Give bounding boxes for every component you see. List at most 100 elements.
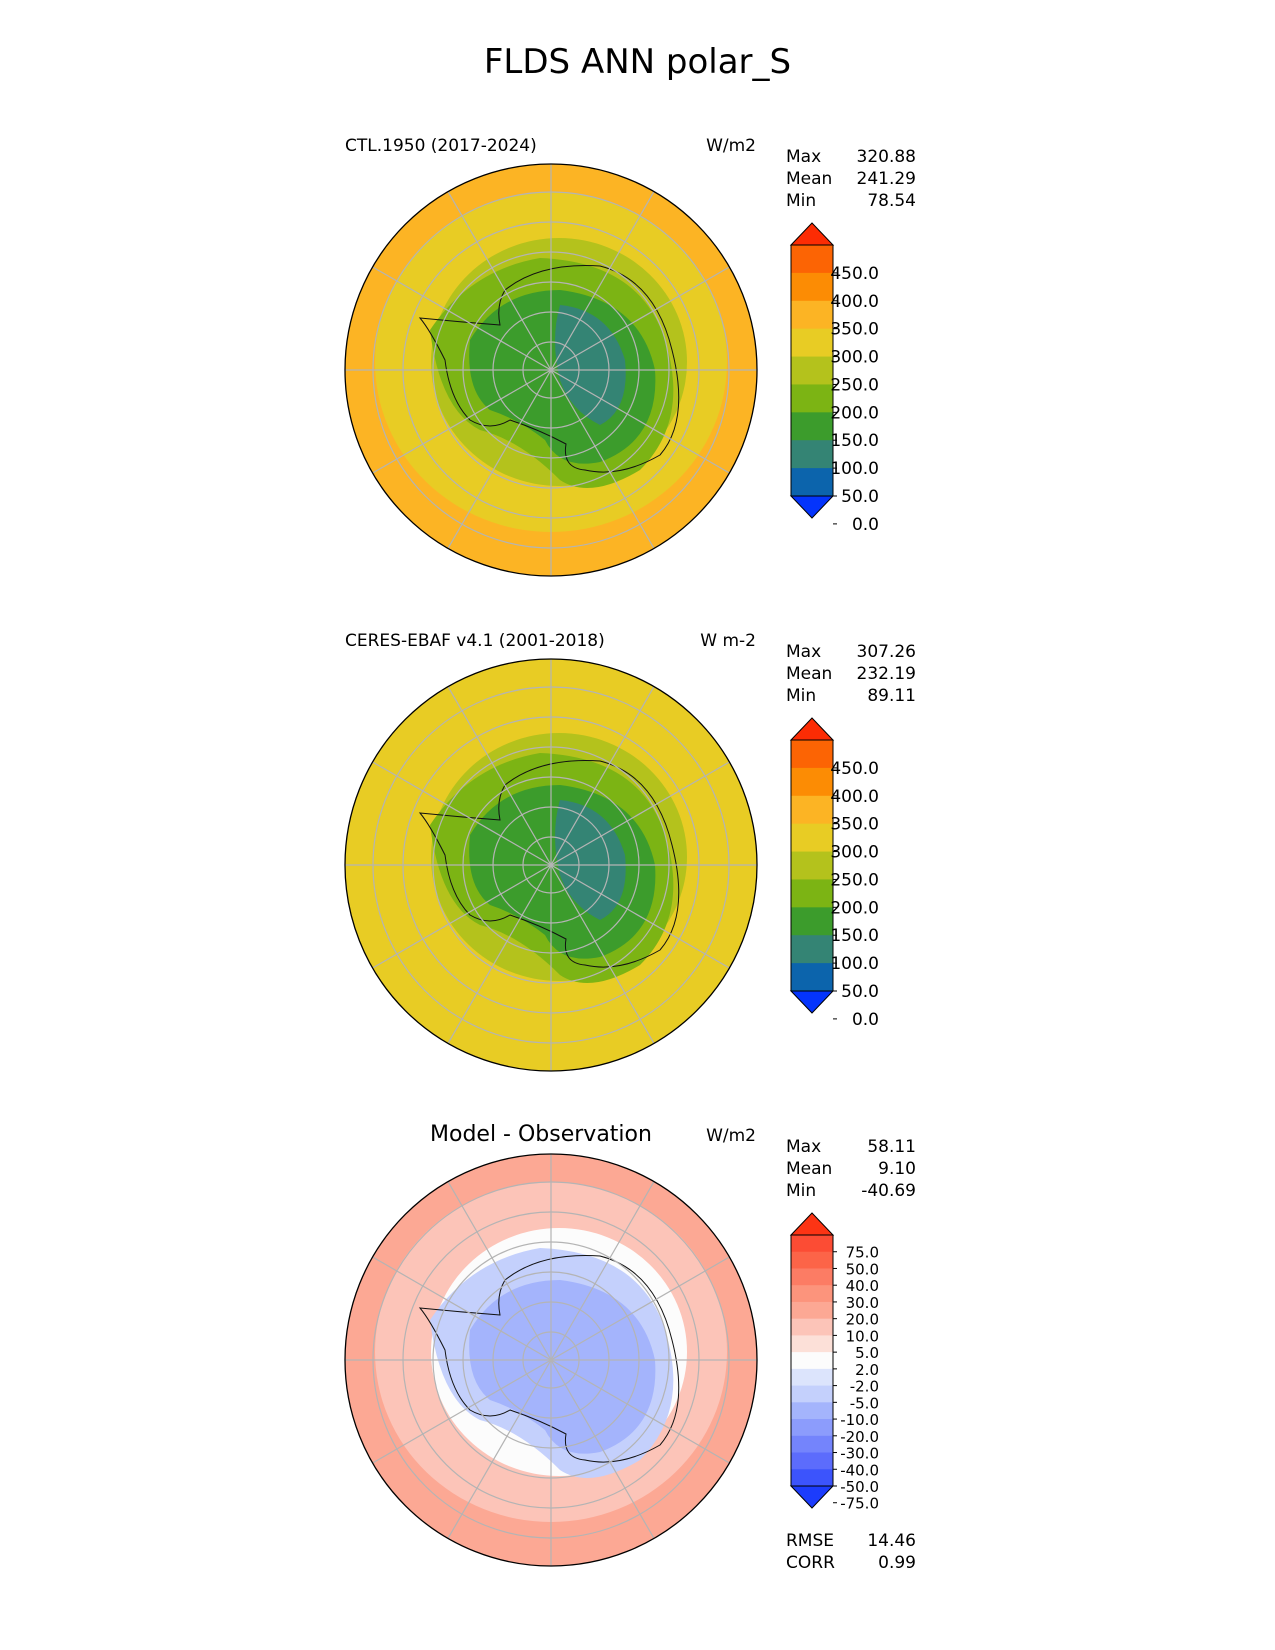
stat-label: Mean [786,1159,833,1179]
stat-value: 89.11 [867,686,916,706]
stat-label: Mean [786,664,833,684]
stats-block: Max 58.11 Mean 9.10 Min -40.69 [786,1136,916,1202]
stat-value: 0.99 [878,1553,916,1573]
panel-difference: Model - Observation W/m2 Max 58.11 Mean 9.… [0,990,1275,1650]
colorbar-tick-label: 350.0 [830,320,879,340]
plateau-field [555,800,626,920]
panel-units: W/m2 [706,1126,756,1146]
colorbar-bin [791,384,833,413]
stat-label: Max [786,642,822,662]
colorbar-tick-label: 100.0 [830,954,879,974]
colorbar-bin [791,1352,833,1370]
colorbar-bin [791,740,833,769]
stat-label: RMSE [786,1531,835,1551]
colorbar-bin [791,1285,833,1303]
stat-value: 78.54 [867,191,916,211]
figure-title: FLDS ANN polar_S [483,42,792,82]
polar-map [344,658,758,1072]
colorbar-tick-label: 200.0 [830,898,879,918]
colorbar-bin [791,468,833,497]
stat-max: Max 58.11 [786,1136,916,1158]
coastline [418,1255,680,1463]
colorbar-tick-label: 100.0 [830,459,879,479]
colorbar-bin [791,935,833,964]
colorbar-frame [790,739,834,992]
colorbar-extend-max [789,1212,835,1236]
meridian-line [447,686,655,1044]
colorbar-tick-label: 40.0 [846,1277,879,1295]
colorbar-tick-label: 450.0 [830,759,879,779]
colorbar-bin [791,767,833,797]
stat-label: Min [786,1181,817,1201]
colorbar-frame [790,1234,834,1487]
plateau-field [555,305,626,425]
colorbar-tick-label: 20.0 [846,1311,879,1329]
colorbar-bin [791,1301,833,1320]
map-boundary [344,1153,758,1567]
colorbar-tick-label: -30.0 [840,1445,879,1463]
colorbar-bin [791,300,833,330]
colorbar-tick-label: 200.0 [830,403,879,423]
error-stats-block: RMSE 14.46 CORR 0.99 [786,1530,916,1574]
colorbar-extend-max [789,222,835,246]
colorbar-bin [791,412,833,441]
colorbar-bin [791,272,833,302]
panel-title: Model - Observation [430,1122,652,1147]
colorbar-tick-label: -2.0 [850,1378,879,1396]
panel-title: CTL.1950 (2017-2024) [345,136,537,156]
colorbar-tick-label: 0.0 [852,515,879,535]
stat-label: Min [786,191,817,211]
colorbar-bin [791,328,833,358]
colorbar: 75.050.040.030.020.010.05.02.0-2.0-5.0-1… [789,1212,879,1513]
colorbar-bin [791,1335,833,1353]
colorbar-bin [791,440,833,469]
stat-label: Max [786,1137,822,1157]
colorbar-tick-label: -20.0 [840,1428,879,1446]
colorbar-tick-label: 30.0 [846,1294,879,1312]
colorbar-tick-label: 50.0 [846,1260,879,1278]
stat-mean: Mean 241.29 [786,168,916,190]
stat-label: Mean [786,169,833,189]
colorbar-bin [791,823,833,853]
stat-value: -40.69 [861,1181,916,1201]
colorbar-bin [791,795,833,825]
graticule [345,164,757,576]
colorbar-bin [791,1368,833,1387]
colorbar: 450.0 400.0 350.0 300.0 250.0 200.0 150.0 100.0… [789,222,879,535]
coastline [418,265,680,473]
stat-min: Min -40.69 [786,1180,916,1202]
colorbar-tick-label: 10.0 [846,1327,879,1345]
colorbar-bin [791,1268,833,1286]
colorbar-tick-label: -5.0 [850,1394,879,1412]
colorbar-tick-label: 300.0 [830,843,879,863]
colorbar-bin [791,907,833,936]
colorbar-tick-label: 0.0 [852,1010,879,1030]
stat-value: 58.11 [867,1137,916,1157]
stat-value: 14.46 [867,1531,916,1551]
colorbar-bin [791,1435,833,1454]
stat-value: 320.88 [856,147,916,167]
polar-map [344,1153,758,1567]
polar-map [344,163,758,577]
colorbar-bin [791,1385,833,1403]
colorbar-tick-label: 5.0 [855,1344,879,1362]
stat-label: Max [786,147,822,167]
stat-value: 232.19 [856,664,916,684]
colorbar-bin [791,879,833,908]
colorbar-bin [791,1318,833,1336]
colorbar-extend-min [789,1485,835,1509]
stat-value: 241.29 [856,169,916,189]
colorbar-tick-label: 450.0 [830,264,879,284]
colorbar-tick-label: 50.0 [841,982,879,1002]
stat-min: Min 78.54 [786,190,916,212]
colorbar-extend-max [789,717,835,741]
plateau-field [555,1295,626,1415]
stat-rmse: RMSE 14.46 [786,1530,916,1552]
colorbar-tick-label: 400.0 [830,292,879,312]
stat-label: Min [786,686,817,706]
colorbar-tick-label: -75.0 [840,1495,879,1513]
map-boundary [344,163,758,577]
colorbar-tick-label: 150.0 [830,431,879,451]
panel-test: CTL.1950 (2017-2024) W/m2 Max 320.88 Mean… [0,0,1275,580]
stat-max: Max 307.26 [786,641,916,663]
